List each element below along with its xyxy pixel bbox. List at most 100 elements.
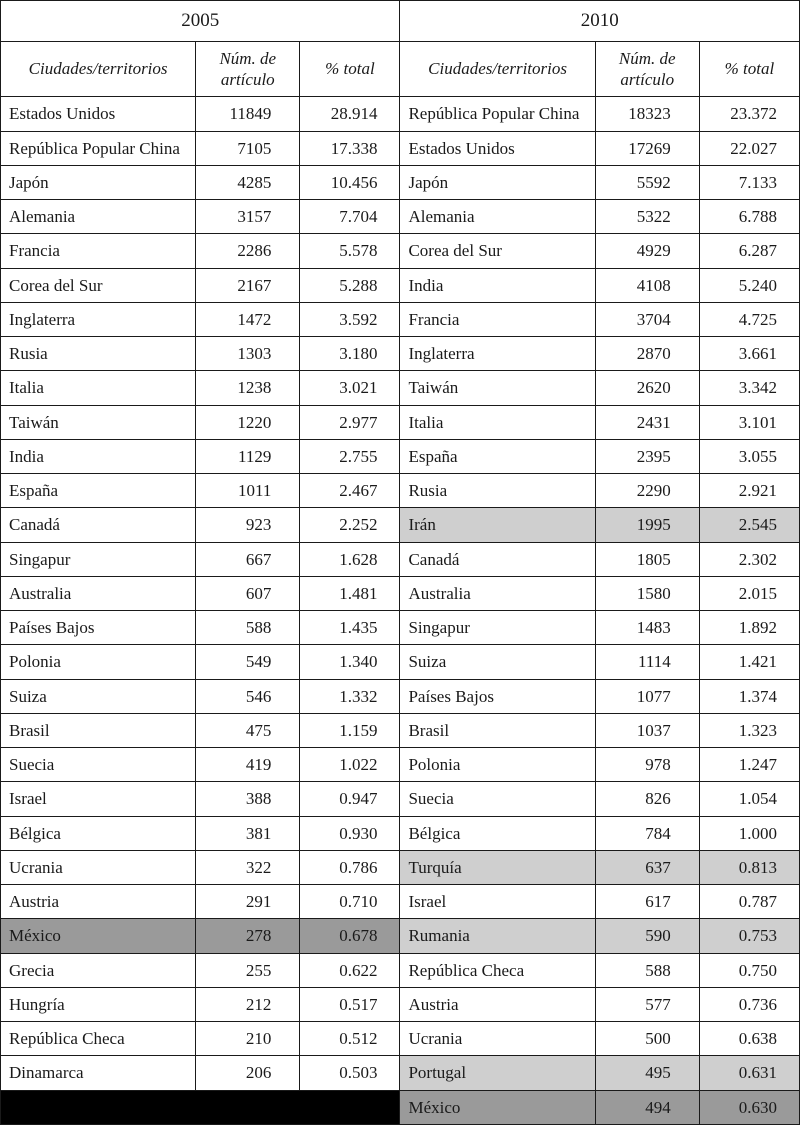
num-cell: 667 (196, 542, 300, 576)
country-cell: España (1, 474, 196, 508)
pct-cell: 1.323 (699, 713, 799, 747)
num-cell: 607 (196, 576, 300, 610)
country-cell: Hungría (1, 987, 196, 1021)
table-row: Inglaterra14723.592Francia37044.725 (1, 302, 800, 336)
country-cell: Israel (1, 782, 196, 816)
pct-cell: 7.704 (300, 200, 400, 234)
pct-cell: 5.240 (699, 268, 799, 302)
num-cell: 5592 (595, 165, 699, 199)
year-header-row: 2005 2010 (1, 1, 800, 42)
country-cell: Canadá (1, 508, 196, 542)
num-cell: 210 (196, 1022, 300, 1056)
table-row: República Checa2100.512Ucrania5000.638 (1, 1022, 800, 1056)
table-row: Bélgica3810.930Bélgica7841.000 (1, 816, 800, 850)
num-cell: 2870 (595, 337, 699, 371)
num-cell: 2286 (196, 234, 300, 268)
pct-cell: 0.750 (699, 953, 799, 987)
header-num-right: Núm. de artículo (595, 41, 699, 97)
header-country-left: Ciudades/territorios (1, 41, 196, 97)
num-cell: 500 (595, 1022, 699, 1056)
country-cell: México (400, 1090, 595, 1124)
num-cell: 381 (196, 816, 300, 850)
country-cell: Grecia (1, 953, 196, 987)
country-cell: España (400, 439, 595, 473)
num-cell: 206 (196, 1056, 300, 1090)
country-cell: Países Bajos (400, 679, 595, 713)
pct-cell: 6.287 (699, 234, 799, 268)
num-cell: 784 (595, 816, 699, 850)
num-cell: 1220 (196, 405, 300, 439)
country-cell: Israel (400, 885, 595, 919)
country-cell: Inglaterra (400, 337, 595, 371)
country-cell: Australia (1, 576, 196, 610)
pct-cell: 2.921 (699, 474, 799, 508)
country-cell: Suiza (1, 679, 196, 713)
country-cell: Canadá (400, 542, 595, 576)
num-cell: 4108 (595, 268, 699, 302)
num-cell: 4285 (196, 165, 300, 199)
num-cell: 637 (595, 850, 699, 884)
country-cell: Polonia (400, 748, 595, 782)
num-cell: 1805 (595, 542, 699, 576)
pct-cell: 0.813 (699, 850, 799, 884)
table-row: Italia12383.021Taiwán26203.342 (1, 371, 800, 405)
num-cell: 590 (595, 919, 699, 953)
num-cell: 11849 (196, 97, 300, 131)
pct-cell: 1.628 (300, 542, 400, 576)
pct-cell: 1.435 (300, 611, 400, 645)
num-cell: 2290 (595, 474, 699, 508)
pct-cell: 3.661 (699, 337, 799, 371)
pct-cell: 5.288 (300, 268, 400, 302)
table-row: Japón428510.456Japón55927.133 (1, 165, 800, 199)
country-cell: Portugal (400, 1056, 595, 1090)
table-row: India11292.755España23953.055 (1, 439, 800, 473)
pct-cell: 0.503 (300, 1056, 400, 1090)
num-cell: 546 (196, 679, 300, 713)
pct-cell: 0.710 (300, 885, 400, 919)
table-row: México4940.630 (1, 1090, 800, 1124)
country-cell: Brasil (1, 713, 196, 747)
num-cell: 18323 (595, 97, 699, 131)
num-cell: 2395 (595, 439, 699, 473)
country-cell: Singapur (1, 542, 196, 576)
pct-cell: 1.054 (699, 782, 799, 816)
pct-cell: 0.736 (699, 987, 799, 1021)
table-row: Ucrania3220.786Turquía6370.813 (1, 850, 800, 884)
num-cell: 1238 (196, 371, 300, 405)
pct-cell: 0.517 (300, 987, 400, 1021)
country-cell: Irán (400, 508, 595, 542)
country-cell: Alemania (1, 200, 196, 234)
country-cell: Brasil (400, 713, 595, 747)
pct-cell: 1.340 (300, 645, 400, 679)
pct-cell: 3.180 (300, 337, 400, 371)
country-cell: República Popular China (1, 131, 196, 165)
table-row: Israel3880.947Suecia8261.054 (1, 782, 800, 816)
pct-cell: 0.947 (300, 782, 400, 816)
pct-cell: 1.421 (699, 645, 799, 679)
table-row: Rusia13033.180Inglaterra28703.661 (1, 337, 800, 371)
table-row: Corea del Sur21675.288India41085.240 (1, 268, 800, 302)
num-cell: 278 (196, 919, 300, 953)
blackout-cell (1, 1090, 400, 1124)
pct-cell: 0.638 (699, 1022, 799, 1056)
country-cell: Japón (1, 165, 196, 199)
table-row: Australia6071.481Australia15802.015 (1, 576, 800, 610)
pct-cell: 2.252 (300, 508, 400, 542)
header-country-right: Ciudades/territorios (400, 41, 595, 97)
table-row: Suecia4191.022Polonia9781.247 (1, 748, 800, 782)
pct-cell: 23.372 (699, 97, 799, 131)
pct-cell: 1.159 (300, 713, 400, 747)
header-pct-right: % total (699, 41, 799, 97)
table-row: España10112.467Rusia22902.921 (1, 474, 800, 508)
country-cell: México (1, 919, 196, 953)
num-cell: 826 (595, 782, 699, 816)
num-cell: 549 (196, 645, 300, 679)
pct-cell: 0.678 (300, 919, 400, 953)
country-cell: Rusia (400, 474, 595, 508)
pct-cell: 4.725 (699, 302, 799, 336)
country-cell: Suecia (1, 748, 196, 782)
table-row: Países Bajos5881.435Singapur14831.892 (1, 611, 800, 645)
country-cell: Estados Unidos (1, 97, 196, 131)
num-cell: 617 (595, 885, 699, 919)
country-cell: Austria (1, 885, 196, 919)
